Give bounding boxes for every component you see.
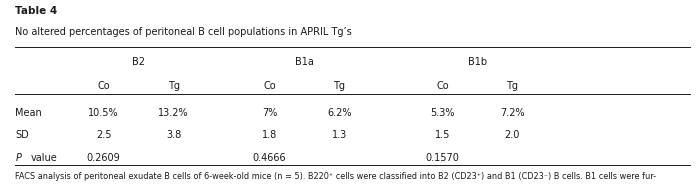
Text: FACS analysis of peritoneal exudate B cells of 6-week-old mice (n = 5). B220⁺ ce: FACS analysis of peritoneal exudate B ce… [15, 172, 657, 181]
Text: Co: Co [436, 81, 449, 91]
Text: 0.2609: 0.2609 [87, 153, 120, 163]
Text: 3.8: 3.8 [166, 130, 181, 140]
Text: B2: B2 [132, 57, 145, 67]
Text: No altered percentages of peritoneal B cell populations in APRIL Tg’s: No altered percentages of peritoneal B c… [15, 27, 352, 37]
Text: Mean: Mean [15, 108, 42, 118]
Text: SD: SD [15, 130, 29, 140]
Text: 1.5: 1.5 [435, 130, 450, 140]
Text: 10.5%: 10.5% [88, 108, 119, 118]
Text: 1.3: 1.3 [332, 130, 347, 140]
Text: 0.4666: 0.4666 [253, 153, 286, 163]
Text: 7%: 7% [262, 108, 277, 118]
Text: Table 4: Table 4 [15, 6, 57, 16]
Text: 2.0: 2.0 [505, 130, 520, 140]
Text: Tg: Tg [167, 81, 180, 91]
Text: 7.2%: 7.2% [500, 108, 525, 118]
Text: P: P [15, 153, 21, 163]
Text: 0.1570: 0.1570 [426, 153, 459, 163]
Text: Tg: Tg [333, 81, 346, 91]
Text: Co: Co [263, 81, 276, 91]
Text: Tg: Tg [506, 81, 519, 91]
Text: 13.2%: 13.2% [158, 108, 189, 118]
Text: value: value [31, 153, 57, 163]
Text: 2.5: 2.5 [96, 130, 111, 140]
Text: 6.2%: 6.2% [328, 108, 351, 118]
Text: B1b: B1b [468, 57, 487, 67]
Text: B1a: B1a [295, 57, 314, 67]
Text: 5.3%: 5.3% [430, 108, 455, 118]
Text: 1.8: 1.8 [262, 130, 277, 140]
Text: Co: Co [97, 81, 110, 91]
